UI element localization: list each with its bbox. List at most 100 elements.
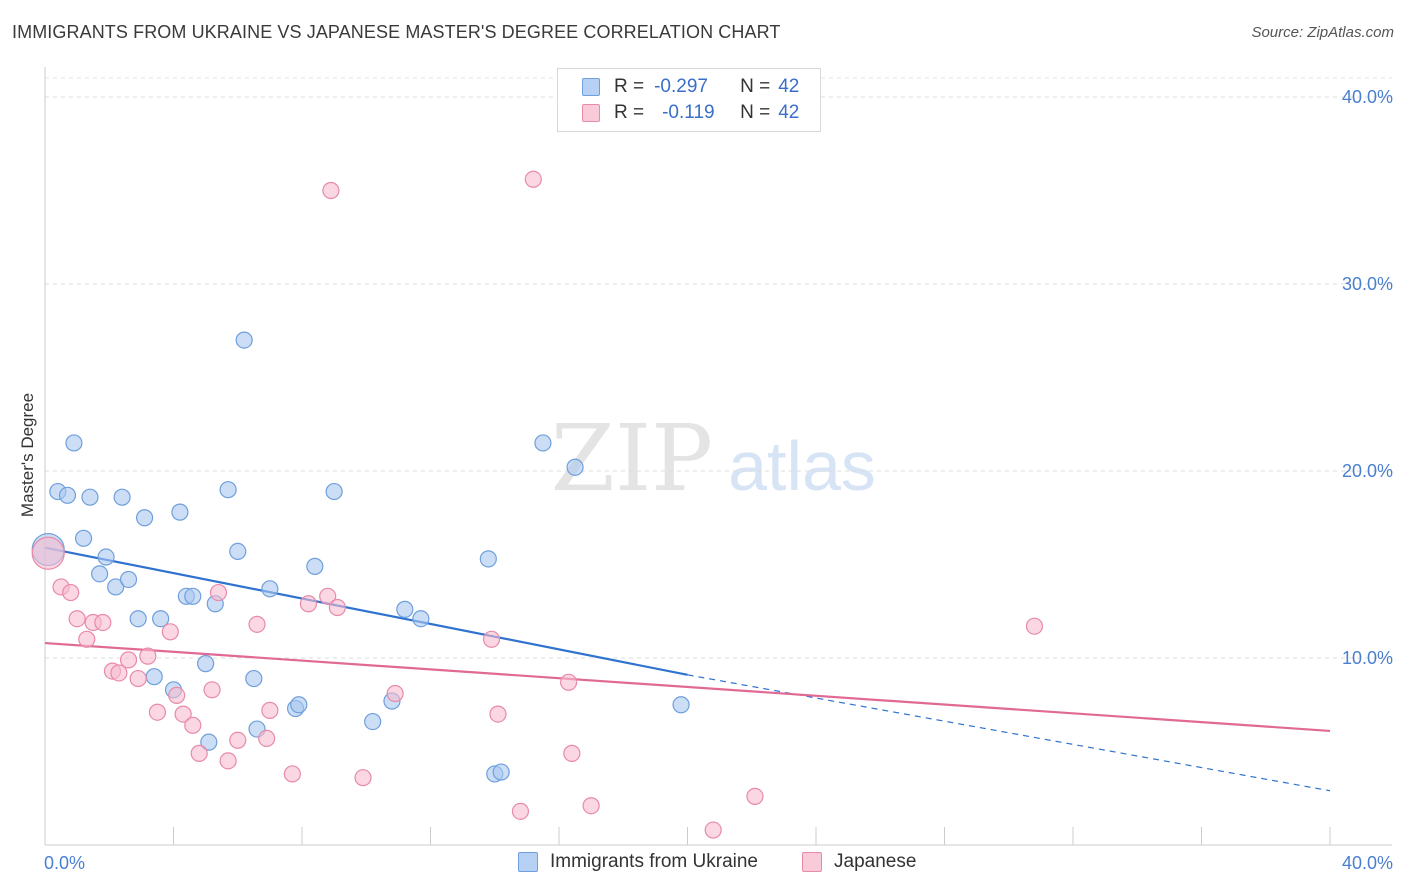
y-tick-label: 20.0% [1342, 461, 1393, 481]
legend-n-label: N = [740, 102, 771, 123]
ukraine-point [74, 529, 93, 547]
legend-n-value: 42 [778, 76, 800, 97]
legend-r-label: R = [614, 76, 645, 97]
japanese-point [31, 536, 65, 570]
japanese-point [148, 703, 167, 721]
ukraine-point [566, 458, 584, 476]
japanese-point [168, 686, 186, 705]
legend-swatch-japanese [802, 852, 822, 872]
japanese-point [139, 647, 157, 665]
japanese-point [248, 615, 266, 633]
series-legend: Immigrants from Ukraine Japanese [0, 851, 1406, 877]
japanese-point [161, 623, 179, 641]
ukraine-point [107, 578, 125, 596]
ukraine-point [152, 610, 170, 628]
ukraine-point [145, 668, 163, 686]
japanese-point [319, 587, 337, 605]
ukraine-point [534, 434, 552, 452]
x-tick-label: 40.0% [1342, 853, 1393, 873]
legend-item-ukraine[interactable]: Immigrants from Ukraine [518, 851, 758, 873]
y-tick-label: 30.0% [1342, 274, 1393, 294]
japanese-point [119, 651, 138, 669]
ukraine-point [171, 503, 189, 521]
ukraine-point [81, 488, 99, 506]
chart-title: IMMIGRANTS FROM UKRAINE VS JAPANESE MAST… [12, 22, 781, 42]
ukraine-point [479, 550, 497, 568]
legend-item-japanese[interactable]: Japanese [802, 851, 916, 873]
japanese-point [203, 681, 221, 699]
japanese-point [354, 769, 372, 787]
japanese-point [184, 716, 202, 734]
japanese-point [563, 744, 581, 762]
legend-swatch-japanese [582, 104, 600, 122]
japanese-point [110, 664, 128, 682]
japanese-trend-line [44, 641, 1331, 733]
legend-r-value: -0.119 [662, 102, 715, 123]
x-tick-label: 0.0% [44, 853, 85, 873]
japanese-point [582, 797, 600, 815]
ukraine-point [672, 696, 690, 714]
japanese-point [68, 610, 86, 628]
ukraine-point [261, 580, 279, 598]
ukraine-point [245, 669, 263, 688]
legend-label-japanese: Japanese [834, 851, 917, 872]
japanese-point [261, 701, 279, 719]
legend-r-label: R = [614, 102, 645, 123]
ukraine-point [396, 600, 414, 618]
source-label: Source: ZipAtlas.com [1251, 24, 1394, 41]
ukraine-point [97, 548, 115, 566]
ukraine-point [200, 733, 218, 751]
ukraine-point [129, 610, 147, 628]
ukraine-point [364, 712, 382, 731]
japanese-point [328, 598, 346, 617]
ukraine-trend-extension [687, 674, 1331, 792]
watermark: ZIP atlas [551, 405, 876, 512]
ukraine-point [229, 542, 247, 561]
ukraine-point [492, 763, 510, 781]
gridlines [45, 77, 1392, 659]
japanese-point [489, 705, 507, 723]
ukraine-trend-line [44, 546, 688, 676]
y-tick-label: 10.0% [1342, 648, 1393, 668]
ukraine-point [135, 509, 154, 527]
japanese-point [482, 630, 501, 648]
ukraine-point [219, 481, 237, 499]
japanese-point [219, 752, 237, 770]
japanese-point [283, 765, 301, 783]
ukraine-point [113, 488, 131, 506]
legend-swatch-ukraine [518, 852, 538, 872]
japanese-point [62, 583, 80, 602]
ukraine-point [91, 565, 109, 583]
japanese-point [258, 729, 276, 748]
japanese-point [704, 821, 722, 839]
watermark-atlas: atlas [728, 427, 876, 505]
legend-row-ukraine: R = -0.297 N = 42 [582, 74, 799, 100]
ukraine-point [235, 331, 253, 349]
japanese-point [299, 595, 318, 613]
legend-row-japanese: R = -0.119 N = 42 [582, 100, 799, 126]
japanese-point [511, 802, 530, 820]
legend-label-ukraine: Immigrants from Ukraine [550, 851, 758, 872]
ukraine-point [65, 434, 83, 452]
japanese-point [1025, 617, 1044, 635]
ukraine-point [412, 610, 430, 628]
watermark-zip: ZIP [551, 405, 713, 512]
japanese-point [560, 673, 578, 691]
japanese-point [524, 170, 542, 188]
correlation-legend: R = -0.297 N = 42 R = -0.119 N = 42 [557, 68, 821, 132]
japanese-point [174, 705, 192, 723]
japanese-point [322, 181, 340, 200]
ukraine-point [184, 587, 202, 605]
japanese-point [129, 669, 147, 688]
japanese-point [94, 613, 112, 632]
japanese-point [746, 787, 764, 805]
y-axis-title: Master's Degree [18, 393, 37, 517]
japanese-point [190, 744, 208, 762]
japanese-point [209, 583, 228, 602]
tick-labels: 10.0% 20.0% 30.0% 40.0% 0.0% 40.0% [44, 87, 1393, 873]
legend-r-value: -0.297 [654, 76, 708, 97]
trend-lines [44, 546, 1331, 792]
japanese-point [386, 684, 404, 703]
ukraine-point [58, 486, 77, 504]
